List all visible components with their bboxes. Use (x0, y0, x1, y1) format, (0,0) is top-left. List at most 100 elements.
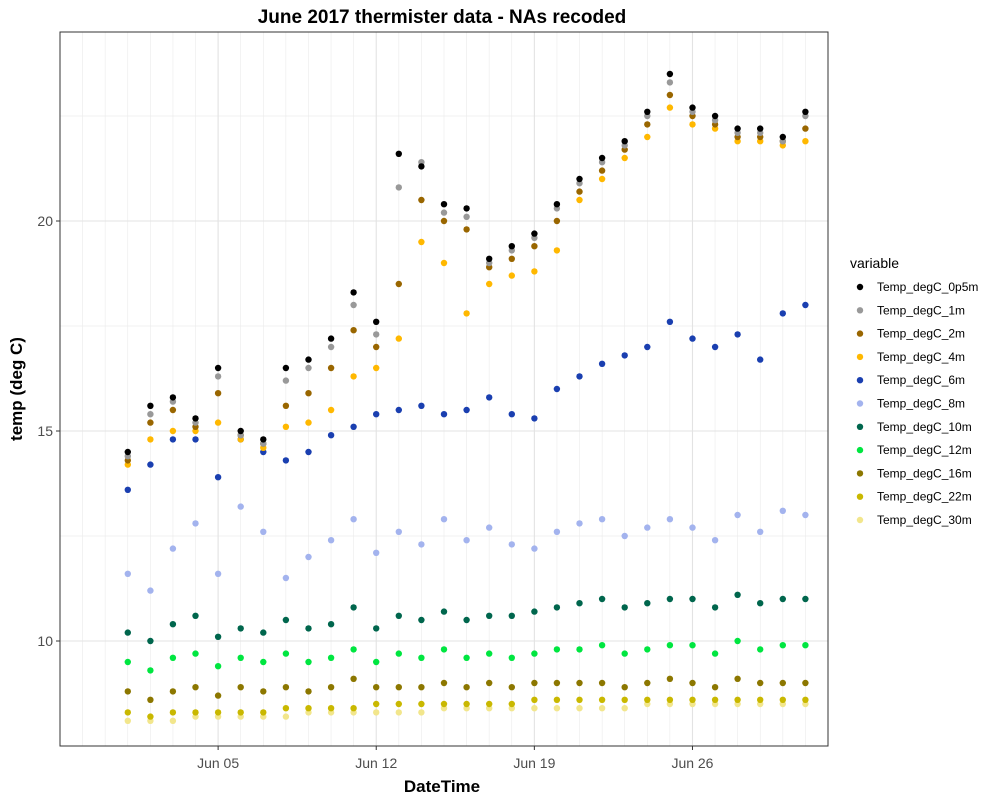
data-point (350, 675, 357, 682)
data-point (598, 154, 606, 162)
data-point (598, 696, 606, 703)
data-point (260, 528, 267, 535)
data-point (373, 684, 380, 691)
data-point (260, 658, 267, 666)
data-point (486, 700, 493, 708)
data-point (486, 612, 493, 619)
data-point (418, 616, 425, 624)
data-point (531, 243, 538, 250)
data-point (689, 524, 696, 531)
data-point (531, 268, 538, 275)
data-point (305, 553, 312, 561)
plot-panel-border (59, 31, 829, 747)
data-point (508, 411, 515, 418)
data-point (147, 461, 154, 468)
data-point (169, 717, 177, 724)
data-point (689, 335, 696, 342)
data-point (621, 604, 628, 611)
data-point (350, 327, 357, 334)
data-point (666, 79, 674, 86)
data-point (644, 133, 651, 141)
data-point (802, 108, 809, 116)
x-tick-label: Jun 19 (513, 755, 555, 771)
legend-key (856, 423, 864, 430)
data-point (237, 654, 244, 661)
data-point (598, 679, 606, 687)
data-point (373, 700, 380, 708)
data-point (779, 595, 786, 603)
data-point (282, 684, 290, 691)
data-point (395, 528, 402, 535)
data-point (463, 616, 470, 624)
data-point (463, 226, 470, 233)
data-point (644, 524, 651, 531)
data-point (621, 650, 628, 657)
legend-key (856, 400, 864, 407)
data-point (327, 705, 335, 712)
data-point (395, 406, 402, 414)
data-point (395, 150, 402, 157)
data-point (373, 331, 380, 338)
data-point (508, 700, 515, 708)
data-point (169, 688, 177, 695)
data-point (802, 138, 809, 145)
data-point (282, 616, 290, 624)
data-point (531, 650, 538, 657)
data-point (418, 238, 425, 246)
legend: variable Temp_degC_0p5m Temp_degC_1m Temp_… (850, 255, 978, 527)
data-point (327, 343, 335, 351)
data-point (689, 696, 696, 703)
data-point (418, 709, 425, 716)
legend-key (856, 307, 864, 314)
data-point (395, 684, 402, 691)
data-point (214, 364, 222, 372)
data-point (621, 138, 628, 145)
data-point (689, 679, 696, 687)
data-point (644, 679, 651, 687)
data-point (440, 646, 448, 653)
data-point (463, 654, 470, 661)
data-point (553, 705, 561, 712)
data-point (192, 709, 199, 716)
data-point (237, 684, 244, 691)
legend-label: Temp_degC_30m (877, 513, 972, 527)
data-point (395, 280, 402, 288)
data-point (124, 717, 131, 724)
data-point (553, 696, 561, 703)
data-point (350, 289, 357, 296)
data-point (553, 247, 561, 254)
legend-key (856, 493, 864, 500)
data-point (124, 570, 131, 577)
data-point (214, 633, 222, 640)
data-point (260, 709, 267, 716)
data-point (666, 516, 674, 523)
data-point (282, 574, 290, 582)
data-point (779, 507, 786, 514)
data-point (711, 112, 719, 120)
data-point (553, 201, 561, 208)
data-point (531, 679, 538, 687)
data-point (214, 373, 222, 380)
data-point (689, 104, 696, 111)
data-point (147, 419, 154, 426)
data-point (440, 259, 448, 267)
data-point (237, 427, 244, 435)
series-layer (124, 70, 809, 724)
data-point (305, 364, 312, 372)
data-point (124, 709, 131, 716)
data-point (757, 646, 764, 653)
data-point (124, 486, 131, 493)
data-point (689, 121, 696, 128)
data-point (169, 436, 177, 443)
data-point (395, 709, 402, 716)
data-point (553, 646, 561, 653)
data-point (757, 125, 764, 132)
data-point (576, 175, 583, 183)
data-point (531, 705, 538, 712)
data-point (802, 511, 809, 519)
data-point (779, 679, 786, 687)
data-point (440, 700, 448, 708)
data-point (757, 600, 764, 607)
data-point (214, 663, 222, 670)
data-point (531, 545, 538, 552)
